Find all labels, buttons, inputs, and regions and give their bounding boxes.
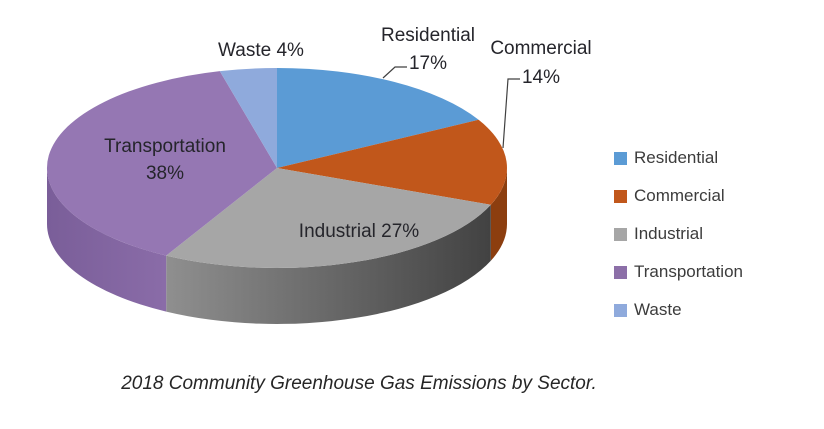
legend-item-transportation: Transportation	[614, 262, 743, 282]
pie-slice-transportation	[46, 71, 277, 256]
legend-swatch-icon	[614, 189, 627, 203]
pie-tops	[46, 67, 507, 268]
data-label-commercial-pct: 14%	[521, 67, 561, 88]
pie-slice-commercial	[277, 119, 507, 205]
chart-title: 2018 Community Greenhouse Gas Emissions …	[121, 373, 597, 394]
data-label-transportation: Transportation 38%	[75, 133, 255, 187]
data-label-residential-pct: 17%	[408, 53, 448, 74]
legend-swatch-icon	[614, 151, 627, 165]
legend-label: Commercial	[634, 186, 725, 205]
legend-swatch-icon	[614, 265, 627, 279]
pie-sides	[47, 168, 507, 324]
data-label-industrial: Industrial 27%	[269, 222, 449, 241]
legend-item-commercial: Commercial	[614, 186, 743, 206]
legend-label: Waste	[634, 300, 682, 319]
legend-label: Transportation	[634, 262, 743, 281]
data-label-residential-name: Residential	[381, 25, 475, 46]
data-label-waste-text: Waste 4%	[218, 40, 304, 61]
data-label-waste: Waste 4%	[201, 41, 321, 61]
data-label-commercial-name: Commercial	[490, 38, 592, 59]
pie-side-commercial	[490, 168, 507, 261]
legend-item-waste: Waste	[614, 300, 743, 320]
pie-side-industrial	[166, 204, 491, 324]
data-label-residential: Residential 17%	[348, 22, 508, 78]
leader-line-commercial	[502, 78, 520, 149]
pie-side-transportation	[47, 168, 167, 312]
data-label-commercial: Commercial 14%	[461, 34, 621, 92]
legend-label: Industrial	[634, 224, 703, 243]
data-label-transportation-name: Transportation	[104, 136, 226, 157]
legend-swatch-icon	[614, 303, 627, 317]
pie-slice-waste	[219, 67, 277, 168]
data-label-industrial-text: Industrial 27%	[298, 221, 420, 242]
pie-slice-residential	[277, 68, 479, 168]
leader-line-residential	[382, 66, 407, 79]
legend-item-industrial: Industrial	[614, 224, 743, 244]
legend-label: Residential	[634, 148, 719, 167]
pie-slice-industrial	[166, 168, 491, 268]
data-label-transportation-pct: 38%	[145, 163, 185, 184]
legend: Residential Commercial Industrial Transport…	[614, 148, 743, 320]
legend-item-residential: Residential	[614, 148, 743, 168]
legend-swatch-icon	[614, 227, 627, 241]
